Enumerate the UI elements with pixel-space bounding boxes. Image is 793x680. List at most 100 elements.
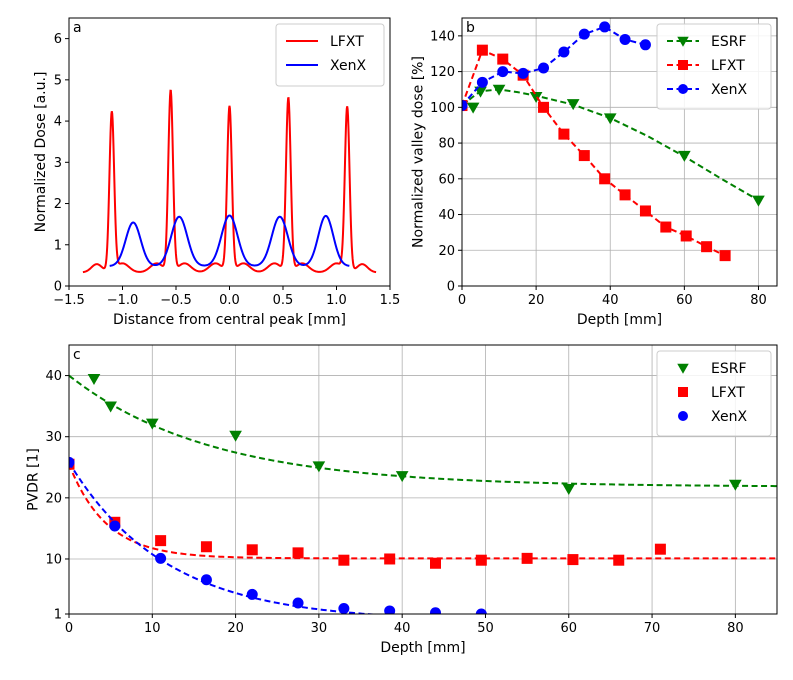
data-point-lfxt <box>719 250 731 262</box>
x-tick-label: 30 <box>311 621 328 636</box>
y-tick-label: 60 <box>438 172 455 187</box>
data-point-esrf <box>145 418 159 430</box>
x-tick-label: 20 <box>528 293 545 308</box>
x-tick-label: 0.0 <box>219 293 240 308</box>
legend-label-esrf: ESRF <box>711 34 747 50</box>
data-point-xenx <box>338 602 350 614</box>
data-point-lfxt <box>567 554 579 566</box>
data-point-esrf <box>566 99 580 111</box>
y-tick-label: 0 <box>54 280 62 295</box>
y-tick-label: 80 <box>438 137 455 152</box>
plot-area-c <box>69 373 777 614</box>
y-tick-label: 140 <box>430 29 455 44</box>
x-axis-label: Depth [mm] <box>380 640 465 656</box>
legend-label-esrf: ESRF <box>711 361 747 377</box>
x-tick-label: 40 <box>394 621 411 636</box>
y-tick-label: 30 <box>45 430 62 445</box>
axes-frame-c <box>68 344 778 615</box>
y-axis-label: Normalized valley dose [%] <box>411 56 427 248</box>
data-point-xenx <box>246 588 258 600</box>
legend-swatch-xenx <box>678 84 688 94</box>
y-tick-label: 0 <box>447 280 455 295</box>
x-tick-label: 0.5 <box>273 293 294 308</box>
data-point-esrf <box>492 84 506 96</box>
x-tick-label: 1.0 <box>326 293 347 308</box>
data-point-lfxt <box>619 189 631 201</box>
data-point-lfxt <box>384 553 396 565</box>
data-point-esrf <box>678 150 691 162</box>
x-axis-label: Depth [mm] <box>577 312 662 328</box>
data-point-lfxt <box>599 173 611 185</box>
data-point-xenx <box>639 39 651 51</box>
x-tick-label: −1.0 <box>107 293 139 308</box>
data-point-lfxt <box>155 535 167 547</box>
data-point-xenx <box>497 66 509 78</box>
y-tick-label: 1 <box>54 238 62 253</box>
data-point-esrf <box>229 430 242 442</box>
legend-swatch-xenx <box>678 411 688 421</box>
y-tick-label: 20 <box>45 491 62 506</box>
legend-label-lfxt: LFXT <box>711 385 745 401</box>
x-tick-label: 0 <box>458 293 466 308</box>
x-tick-label: 80 <box>727 621 744 636</box>
x-tick-label: −0.5 <box>160 293 192 308</box>
panel-b: 0 20 40 60 80 0 20 40 60 80 100 120 140 Depth [mm] Nor… <box>411 17 778 328</box>
legend-label-lfxt: LFXT <box>330 34 364 50</box>
x-tick-label: 60 <box>560 621 577 636</box>
data-point-esrf <box>312 461 326 473</box>
data-point-lfxt <box>680 230 692 242</box>
data-point-lfxt <box>292 547 304 559</box>
data-point-esrf <box>104 401 117 413</box>
y-tick-label: 20 <box>438 244 455 259</box>
plot-area-b <box>462 21 765 262</box>
legend-swatch-esrf <box>677 363 689 374</box>
x-tick-label: 70 <box>644 621 661 636</box>
legend-label-xenx: XenX <box>330 58 366 74</box>
data-point-lfxt <box>639 205 651 217</box>
data-point-xenx <box>69 456 75 468</box>
fit-line-xenx <box>69 461 381 614</box>
y-tick-label: 2 <box>54 197 62 212</box>
x-tick-label: 80 <box>750 293 767 308</box>
data-point-lfxt <box>475 554 487 566</box>
panel-letter: a <box>73 20 82 36</box>
x-tick-label: 60 <box>676 293 693 308</box>
data-point-xenx <box>599 21 611 33</box>
data-point-xenx <box>619 33 631 45</box>
panel-letter: c <box>73 347 81 363</box>
data-point-xenx <box>155 552 167 564</box>
legend-swatch-esrf <box>677 36 689 47</box>
panel-a: −1.5 −1.0 −0.5 0.0 0.5 1.0 1.5 0 1 2 3 4 5 6 Distance … <box>33 17 400 328</box>
data-point-esrf <box>466 102 480 114</box>
y-tick-label: 6 <box>54 32 62 47</box>
series-line-lfxt <box>82 89 377 274</box>
data-point-lfxt <box>701 241 713 253</box>
data-point-xenx <box>109 520 121 532</box>
data-point-lfxt <box>558 128 570 140</box>
data-point-lfxt <box>660 221 672 233</box>
data-point-esrf <box>529 91 543 103</box>
series-line-xenx <box>109 214 350 267</box>
axes-frame-b <box>461 17 778 287</box>
y-axis-label: Normalized Dose [a.u.] <box>33 72 49 233</box>
data-point-esrf <box>752 195 765 207</box>
data-point-xenx <box>578 28 590 40</box>
data-point-lfxt <box>538 101 550 113</box>
legend-c: ESRF LFXT XenX <box>656 350 772 437</box>
data-point-lfxt <box>200 541 212 553</box>
y-axis-label: PVDR [1] <box>25 448 41 511</box>
data-point-xenx <box>462 100 468 112</box>
fit-line-xenx <box>462 25 646 107</box>
panel-letter: b <box>466 20 475 36</box>
x-tick-label: 40 <box>602 293 619 308</box>
y-tick-label: 1 <box>54 608 62 623</box>
data-point-lfxt <box>338 554 350 566</box>
legend-label-xenx: XenX <box>711 409 747 425</box>
y-tick-label: 10 <box>45 552 62 567</box>
data-point-esrf <box>87 373 101 385</box>
x-tick-label: 50 <box>477 621 494 636</box>
legend-b: ESRF LFXT XenX <box>656 23 772 110</box>
x-tick-label: 20 <box>227 621 244 636</box>
y-tick-label: 5 <box>54 73 62 88</box>
